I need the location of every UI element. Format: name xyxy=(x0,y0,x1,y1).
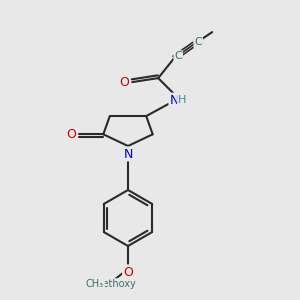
Text: O: O xyxy=(123,266,133,278)
Text: CH₃: CH₃ xyxy=(86,279,104,289)
Text: C: C xyxy=(194,37,202,47)
Text: N: N xyxy=(169,94,179,106)
Text: N: N xyxy=(123,148,133,160)
Text: C: C xyxy=(174,51,182,61)
Text: H: H xyxy=(178,95,186,105)
Text: methoxy: methoxy xyxy=(93,279,135,289)
Text: O: O xyxy=(119,76,129,88)
Text: O: O xyxy=(66,128,76,141)
